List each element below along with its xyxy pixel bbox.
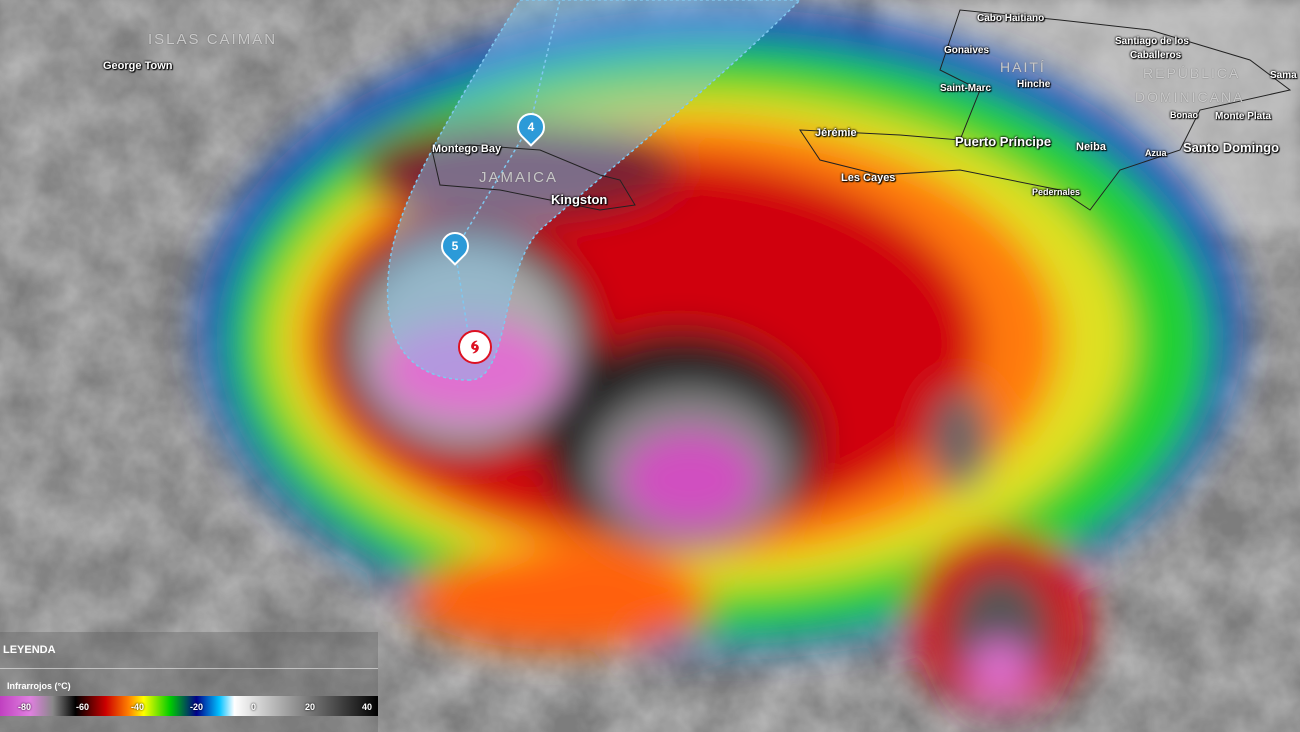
label-puerto-principe: Puerto Príncipe [955,134,1052,149]
legend-tick: -20 [190,702,204,712]
label-caballeros: Caballeros [1130,50,1182,61]
forecast-cone[interactable] [386,0,802,381]
label-pedernales: Pedernales [1032,187,1081,197]
color-scale-bar [0,696,378,716]
legend-tick: 40 [362,702,373,712]
storm-clouds [200,10,1240,710]
label-cabo-haitiano: Cabo Haitiano [977,13,1045,24]
label-dominicana: DOMINICANA [1135,89,1245,105]
legend-tick: -40 [131,702,145,712]
label-les-cayes: Les Cayes [841,172,896,184]
jamaica-outline [431,144,636,211]
hispaniola-outline [799,9,1292,211]
label-montego-bay: Montego Bay [432,143,502,155]
label-santo-domingo: Santo Domingo [1183,140,1280,155]
hurricane-category: 4 [527,120,535,134]
label-neiba: Neiba [1076,141,1106,153]
label-samana: Sama [1270,70,1297,81]
label-islas-caiman: ISLAS CAIMAN [148,31,278,48]
label-gonaives: Gonaives [944,45,990,56]
label-hinche: Hinche [1017,79,1051,90]
label-azua: Azua [1145,148,1167,158]
legend-divider [0,668,378,669]
label-george-town: George Town [103,60,173,72]
label-republica: REPÚBLICA [1143,65,1241,81]
hurricane-category: 5 [451,239,459,253]
label-jeremie: Jérémie [815,127,857,139]
label-kingston: Kingston [551,192,608,207]
forecast-track [454,0,561,346]
legend-tick: -60 [76,702,90,712]
label-saint-marc: Saint-Marc [940,83,992,94]
legend: LEYENDA Infrarrojos (°C) -80 -60 -40 -20… [0,632,378,732]
legend-tick: -80 [18,702,32,712]
label-jamaica: JAMAICA [479,169,559,186]
legend-subtitle: Infrarrojos (°C) [7,681,71,691]
hurricane-icon[interactable]: 🌀︎ [458,330,492,364]
legend-title: LEYENDA [3,644,56,656]
label-bonao: Bonao [1170,110,1198,120]
label-santiago: Santiago de los [1115,36,1189,47]
legend-tick: 20 [305,702,316,712]
label-monte-plata: Monte Plata [1215,111,1272,122]
label-haiti: HAITÍ [1000,59,1046,75]
legend-tick: 0 [251,702,257,712]
